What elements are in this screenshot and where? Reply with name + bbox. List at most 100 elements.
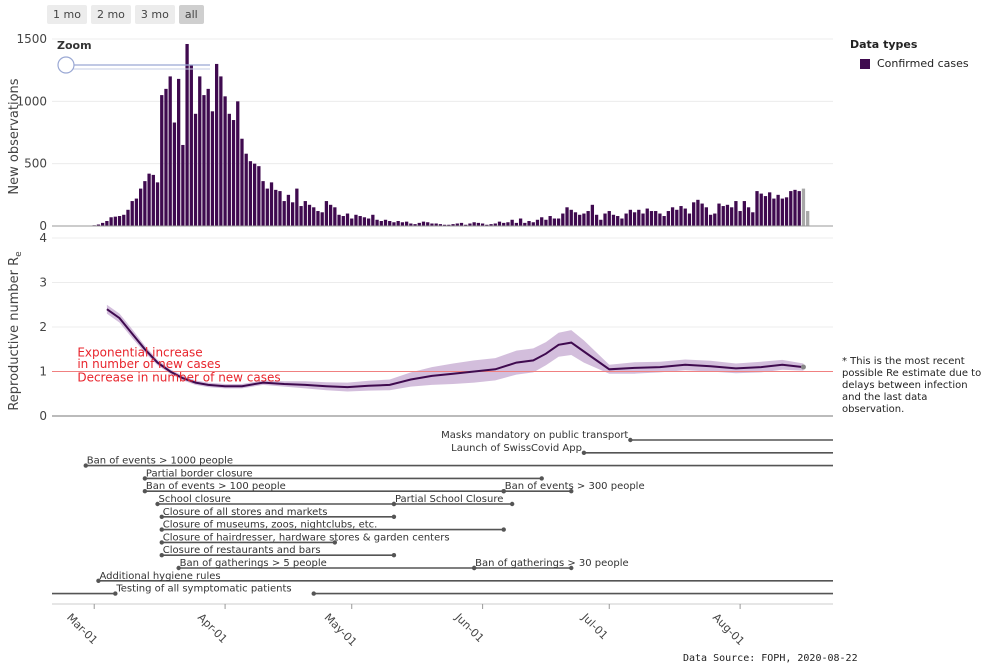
bar[interactable] <box>544 219 548 226</box>
bar[interactable] <box>122 214 126 226</box>
bar[interactable] <box>210 111 215 226</box>
bar[interactable] <box>434 223 438 226</box>
bar[interactable] <box>451 224 455 226</box>
bar[interactable] <box>573 212 578 226</box>
timeline-event-marker[interactable] <box>142 476 148 481</box>
bar[interactable] <box>459 222 464 226</box>
bar[interactable] <box>784 197 789 226</box>
bar[interactable] <box>223 96 227 226</box>
bar[interactable] <box>556 218 561 226</box>
bar[interactable] <box>143 181 147 226</box>
bar[interactable] <box>257 166 261 226</box>
bar[interactable] <box>265 188 269 226</box>
bar[interactable] <box>240 138 244 226</box>
bar[interactable] <box>274 189 278 226</box>
bar[interactable] <box>214 63 219 226</box>
bar[interactable] <box>603 213 607 226</box>
timeline-event-marker[interactable] <box>159 553 164 558</box>
bar[interactable] <box>362 217 367 226</box>
bar[interactable] <box>607 211 611 226</box>
bar[interactable] <box>713 213 717 226</box>
timeline-event-marker[interactable] <box>332 540 338 545</box>
bar[interactable] <box>417 222 421 226</box>
bar[interactable] <box>282 201 286 226</box>
timeline-event-marker[interactable] <box>159 540 164 545</box>
bar[interactable] <box>366 218 371 226</box>
bar[interactable] <box>768 192 772 226</box>
bar[interactable] <box>117 216 122 226</box>
zoom-all-button[interactable]: all <box>178 5 204 24</box>
re-last-point[interactable] <box>800 364 806 370</box>
bar[interactable] <box>307 204 312 226</box>
bar[interactable] <box>426 222 430 226</box>
bar[interactable] <box>354 214 358 226</box>
bar[interactable] <box>155 182 160 226</box>
bar[interactable] <box>160 95 164 226</box>
bar[interactable] <box>286 194 291 226</box>
timeline-event-marker[interactable] <box>391 514 397 519</box>
bar[interactable] <box>717 203 721 226</box>
bar[interactable] <box>755 191 759 226</box>
timeline-event-marker[interactable] <box>509 501 515 507</box>
bar[interactable] <box>611 214 616 226</box>
timeline-event-marker[interactable] <box>96 578 101 583</box>
timeline-event-marker[interactable] <box>539 476 544 481</box>
timeline-event-marker[interactable] <box>569 489 574 494</box>
bar[interactable] <box>396 221 400 226</box>
bar[interactable] <box>252 163 257 226</box>
bar[interactable] <box>797 191 801 226</box>
bar[interactable] <box>328 204 333 226</box>
bar[interactable] <box>379 221 383 226</box>
bar[interactable] <box>561 213 565 226</box>
bar[interactable] <box>181 144 185 226</box>
bar[interactable] <box>472 222 476 226</box>
bar[interactable] <box>126 209 130 226</box>
bar[interactable] <box>793 189 797 226</box>
bar[interactable] <box>683 208 687 226</box>
bar[interactable] <box>371 214 375 226</box>
bar[interactable] <box>350 218 354 226</box>
bar[interactable] <box>645 208 649 226</box>
bar[interactable] <box>269 182 274 226</box>
bar[interactable] <box>806 211 810 226</box>
bar[interactable] <box>548 216 552 226</box>
bar[interactable] <box>692 202 696 226</box>
bar[interactable] <box>139 188 143 226</box>
bar[interactable] <box>261 181 265 226</box>
bar[interactable] <box>734 201 738 226</box>
bar[interactable] <box>198 76 202 227</box>
bar[interactable] <box>704 207 708 226</box>
timeline-event-marker[interactable] <box>501 527 506 532</box>
bar[interactable] <box>540 217 544 226</box>
bar[interactable] <box>493 223 497 226</box>
bar[interactable] <box>442 224 447 226</box>
timeline-event-marker[interactable] <box>159 514 164 519</box>
bar[interactable] <box>172 122 177 226</box>
bar[interactable] <box>523 222 527 226</box>
timeline-event-marker[interactable] <box>311 591 316 596</box>
bar[interactable] <box>763 196 768 226</box>
bar[interactable] <box>193 113 198 226</box>
bar[interactable] <box>177 78 181 226</box>
bar[interactable] <box>738 211 742 226</box>
bar[interactable] <box>316 211 320 226</box>
timeline-event-marker[interactable] <box>159 527 164 532</box>
timeline-event-marker[interactable] <box>471 565 477 571</box>
zoom-3mo-button[interactable]: 3 mo <box>134 5 175 24</box>
zoom-1mo-button[interactable]: 1 mo <box>47 5 87 24</box>
timeline-event-marker[interactable] <box>501 489 506 494</box>
bar[interactable] <box>113 216 117 226</box>
timeline-event-marker[interactable] <box>83 463 88 468</box>
bar[interactable] <box>96 224 101 226</box>
bar[interactable] <box>700 203 704 226</box>
bar[interactable] <box>514 222 519 226</box>
bar[interactable] <box>746 207 751 226</box>
bar[interactable] <box>404 221 409 226</box>
bar[interactable] <box>506 222 510 226</box>
bar[interactable] <box>725 204 730 226</box>
bar[interactable] <box>413 224 417 226</box>
bar[interactable] <box>632 212 637 226</box>
bar[interactable] <box>675 209 679 226</box>
bar[interactable] <box>497 221 502 226</box>
bar[interactable] <box>189 65 193 227</box>
